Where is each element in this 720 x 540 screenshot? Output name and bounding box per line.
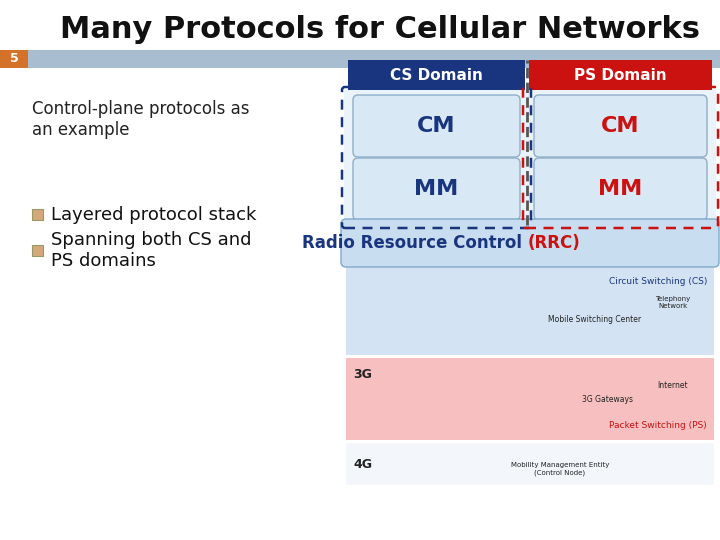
Text: Layered protocol stack: Layered protocol stack: [51, 206, 256, 224]
Bar: [346, 443, 714, 485]
Text: Many Protocols for Cellular Networks: Many Protocols for Cellular Networks: [60, 16, 700, 44]
Text: 3G: 3G: [353, 368, 372, 381]
FancyBboxPatch shape: [353, 95, 520, 157]
Bar: [0, 50, 720, 68]
Bar: [346, 358, 714, 440]
Text: Circuit Switching (CS): Circuit Switching (CS): [608, 277, 707, 286]
Text: 5: 5: [9, 52, 19, 65]
Text: Radio Resource Control: Radio Resource Control: [302, 234, 528, 252]
Text: (RRC): (RRC): [528, 234, 581, 252]
FancyBboxPatch shape: [353, 158, 520, 220]
Bar: [346, 267, 714, 355]
Bar: [348, 60, 525, 90]
Text: 3G Gateways: 3G Gateways: [582, 395, 634, 404]
Text: CM: CM: [601, 116, 640, 136]
Text: PS Domain: PS Domain: [574, 68, 667, 83]
Text: Internet: Internet: [657, 381, 688, 389]
Text: 4G: 4G: [353, 457, 372, 470]
Bar: [32, 245, 43, 256]
FancyBboxPatch shape: [341, 219, 719, 267]
Text: CM: CM: [418, 116, 456, 136]
Text: Mobile Switching Center: Mobile Switching Center: [549, 315, 642, 325]
Bar: [344, 90, 716, 223]
FancyBboxPatch shape: [534, 158, 707, 220]
Text: Control-plane protocols as
an example: Control-plane protocols as an example: [32, 100, 250, 139]
Text: CS Domain: CS Domain: [390, 68, 483, 83]
Bar: [0, 50, 28, 68]
Text: MM: MM: [415, 179, 459, 199]
Text: Telephony
Network: Telephony Network: [655, 296, 690, 309]
Bar: [32, 209, 43, 220]
Text: Spanning both CS and
PS domains: Spanning both CS and PS domains: [51, 231, 251, 270]
FancyBboxPatch shape: [534, 95, 707, 157]
Bar: [529, 60, 712, 90]
Text: MM: MM: [598, 179, 643, 199]
Text: Mobility Management Entity
(Control Node): Mobility Management Entity (Control Node…: [510, 462, 609, 476]
Text: Packet Switching (PS): Packet Switching (PS): [609, 421, 707, 430]
